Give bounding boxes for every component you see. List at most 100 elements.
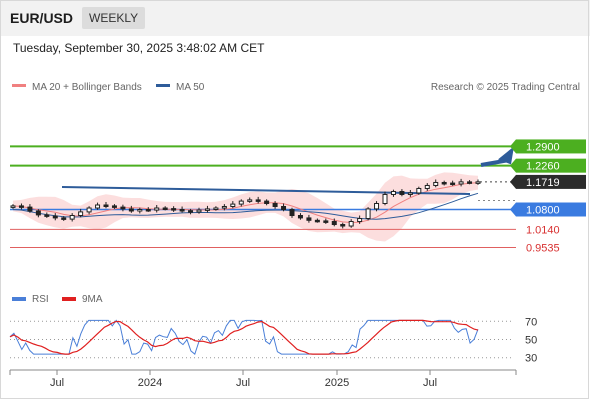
level-label-pointer	[510, 158, 516, 173]
x-axis: Jul 2024 Jul 2025 Jul	[9, 369, 517, 389]
rsi-ma-legend-swatch	[62, 297, 76, 301]
candle-body	[340, 224, 346, 227]
candle-body	[323, 220, 329, 223]
level-labels: 1.2900 1.2260 1.1719 1.0800 1.0140 0.9535	[510, 139, 586, 254]
rsi-tick-label: 30	[525, 353, 537, 365]
candle-body	[52, 215, 58, 219]
level-label-pointer	[510, 139, 516, 154]
legend-label: MA 50	[176, 82, 205, 93]
candle-body	[255, 199, 261, 202]
symbol-label: EUR/USD	[10, 10, 74, 26]
candle-body	[297, 215, 303, 219]
level-label: 0.9535	[526, 242, 560, 254]
candle-body	[78, 211, 84, 217]
candle-body	[264, 200, 270, 204]
period-button[interactable]: WEEKLY	[82, 7, 146, 29]
candle-body	[458, 181, 464, 185]
candle-body	[424, 184, 430, 189]
bollinger-bands	[13, 172, 478, 242]
candle-body	[289, 209, 295, 217]
x-tick-label: Jul	[423, 377, 437, 389]
candle-body	[382, 193, 388, 204]
candle-body	[120, 206, 126, 210]
level-lines	[10, 145, 516, 248]
candle-body	[374, 202, 380, 210]
rsi-panel: 70 50 30	[9, 316, 537, 365]
main-legend: MA 20 + Bollinger Bands MA 50 Research © 2…	[12, 82, 580, 93]
candle-body	[188, 210, 194, 213]
rsi-legend: RSI 9MA	[12, 294, 103, 305]
candle-body	[357, 218, 363, 223]
candle-body	[86, 207, 92, 213]
rsi-legend-swatch	[12, 297, 26, 301]
candle-body	[69, 215, 75, 220]
candle-body	[407, 192, 413, 195]
level-label-box	[516, 174, 586, 189]
level-label-pointer	[510, 174, 516, 189]
candle-body	[238, 200, 244, 205]
candle-body	[204, 208, 210, 211]
candle-body	[281, 205, 287, 210]
candle-body	[331, 221, 337, 226]
candle-body	[162, 207, 168, 210]
rsi-legend-label: RSI	[32, 294, 49, 305]
x-tick-label: 2025	[325, 377, 349, 389]
candle-body	[103, 204, 109, 207]
candle-body	[306, 217, 312, 221]
level-label: 1.0800	[526, 205, 560, 217]
x-tick-label: Jul	[236, 377, 250, 389]
candle-body	[450, 182, 456, 186]
candle-body	[95, 204, 101, 209]
level-label: 1.2900	[526, 141, 560, 153]
legend-swatch	[12, 84, 26, 87]
candle-body	[365, 208, 371, 220]
candle-body	[348, 221, 354, 227]
candle-body	[27, 206, 33, 212]
candle-body	[154, 207, 160, 211]
trend-arrow-head	[498, 146, 514, 165]
header-bar: EUR/USD WEEKLY	[0, 0, 590, 36]
candle-body	[18, 205, 24, 208]
candle-body	[145, 209, 151, 212]
candle-body	[179, 209, 185, 212]
ma20-line	[12, 182, 479, 224]
candle-body	[247, 199, 253, 202]
legend-swatch	[156, 84, 170, 87]
x-tick-label: Jul	[50, 377, 64, 389]
candle-body	[221, 205, 227, 209]
candle-body	[314, 219, 320, 223]
candle-body	[467, 181, 473, 184]
candle-body	[61, 217, 67, 220]
copyright-label: Research © 2025 Trading Central	[431, 82, 580, 93]
candle-body	[272, 202, 278, 207]
timestamp: Tuesday, September 30, 2025 3:48:02 AM C…	[13, 41, 265, 55]
level-label-box	[516, 158, 586, 173]
candles	[10, 178, 481, 229]
rsi-tick-label: 50	[525, 335, 537, 347]
ma50-line	[12, 192, 479, 220]
candle-body	[475, 181, 481, 184]
level-label-box	[516, 202, 586, 217]
candle-body	[399, 190, 405, 195]
level-label: 1.1719	[526, 177, 560, 189]
moving-averages	[12, 182, 479, 224]
candle-body	[196, 209, 202, 213]
candle-body	[433, 181, 439, 186]
rsi-ma-line	[9, 319, 479, 355]
candle-body	[441, 181, 447, 185]
candle-body	[128, 208, 134, 212]
rsi-ma-legend-label: 9MA	[82, 294, 103, 305]
candle-body	[390, 190, 396, 195]
level-label: 1.0140	[526, 224, 560, 236]
candle-body	[416, 187, 422, 194]
candle-body	[230, 203, 236, 207]
x-tick-label: 2024	[138, 377, 162, 389]
candle-body	[171, 208, 177, 211]
level-label-pointer	[510, 202, 516, 217]
candle-body	[213, 207, 219, 210]
candle-body	[44, 214, 50, 217]
candle-body	[111, 205, 117, 208]
level-label-box	[516, 139, 586, 154]
candle-body	[35, 210, 41, 216]
